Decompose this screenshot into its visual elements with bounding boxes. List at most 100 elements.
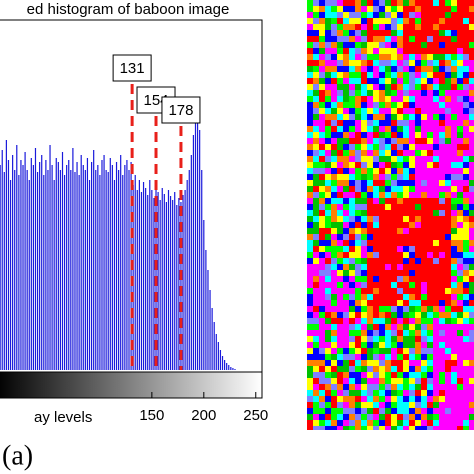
image-pixel [373, 114, 379, 120]
image-pixel [463, 324, 469, 330]
image-pixel [439, 408, 445, 414]
image-pixel [331, 342, 337, 348]
image-pixel [421, 336, 427, 342]
image-pixel [403, 114, 409, 120]
image-pixel [343, 96, 349, 102]
image-pixel [421, 180, 427, 186]
image-pixel [379, 48, 385, 54]
image-pixel [313, 60, 319, 66]
image-pixel [391, 60, 397, 66]
image-pixel [337, 252, 343, 258]
image-pixel [331, 168, 337, 174]
image-pixel [361, 354, 367, 360]
image-pixel [427, 0, 433, 6]
image-pixel [361, 126, 367, 132]
image-pixel [403, 282, 409, 288]
image-pixel [451, 282, 457, 288]
image-pixel [463, 342, 469, 348]
image-pixel [433, 180, 439, 186]
image-pixel [349, 366, 355, 372]
image-pixel [361, 300, 367, 306]
image-pixel [469, 282, 474, 288]
image-pixel [439, 60, 445, 66]
image-pixel [427, 186, 433, 192]
image-pixel [331, 270, 337, 276]
image-pixel [451, 24, 457, 30]
image-pixel [391, 48, 397, 54]
image-pixel [391, 78, 397, 84]
image-pixel [403, 300, 409, 306]
image-pixel [337, 348, 343, 354]
image-pixel [457, 408, 463, 414]
image-pixel [343, 330, 349, 336]
image-pixel [439, 210, 445, 216]
image-pixel [439, 264, 445, 270]
image-pixel [349, 312, 355, 318]
image-pixel [361, 90, 367, 96]
bar [142, 182, 145, 370]
image-pixel [421, 186, 427, 192]
image-pixel [445, 408, 451, 414]
image-pixel [331, 180, 337, 186]
image-pixel [439, 90, 445, 96]
image-pixel [421, 360, 427, 366]
image-pixel [439, 402, 445, 408]
image-pixel [469, 132, 474, 138]
image-pixel [373, 48, 379, 54]
image-pixel [373, 342, 379, 348]
image-pixel [445, 282, 451, 288]
image-pixel [397, 0, 403, 6]
image-pixel [415, 174, 421, 180]
image-pixel [379, 390, 385, 396]
image-pixel [427, 72, 433, 78]
image-pixel [409, 216, 415, 222]
image-pixel [463, 30, 469, 36]
image-pixel [349, 42, 355, 48]
image-pixel [331, 72, 337, 78]
image-pixel [415, 378, 421, 384]
image-pixel [403, 336, 409, 342]
image-pixel [343, 378, 349, 384]
image-pixel [421, 156, 427, 162]
image-pixel [373, 336, 379, 342]
image-pixel [397, 90, 403, 96]
image-pixel [349, 72, 355, 78]
image-pixel [469, 228, 474, 234]
image-pixel [433, 24, 439, 30]
image-pixel [319, 348, 325, 354]
image-pixel [421, 72, 427, 78]
image-pixel [385, 72, 391, 78]
image-pixel [331, 348, 337, 354]
image-pixel [307, 276, 313, 282]
image-pixel [313, 300, 319, 306]
image-pixel [319, 228, 325, 234]
image-pixel [349, 378, 355, 384]
image-pixel [445, 426, 451, 430]
image-pixel [319, 126, 325, 132]
image-pixel [313, 336, 319, 342]
image-pixel [307, 234, 313, 240]
image-pixel [313, 12, 319, 18]
image-pixel [343, 78, 349, 84]
image-pixel [439, 54, 445, 60]
image-pixel [319, 54, 325, 60]
image-pixel [439, 102, 445, 108]
image-pixel [385, 54, 391, 60]
image-pixel [307, 48, 313, 54]
image-pixel [403, 36, 409, 42]
image-pixel [337, 102, 343, 108]
image-pixel [445, 78, 451, 84]
image-pixel [421, 372, 427, 378]
image-pixel [439, 228, 445, 234]
image-pixel [403, 96, 409, 102]
image-pixel [325, 414, 331, 420]
image-pixel [427, 78, 433, 84]
image-pixel [367, 354, 373, 360]
image-pixel [421, 30, 427, 36]
image-pixel [313, 96, 319, 102]
image-pixel [445, 216, 451, 222]
image-pixel [409, 114, 415, 120]
image-pixel [325, 348, 331, 354]
image-pixel [325, 36, 331, 42]
image-pixel [337, 210, 343, 216]
